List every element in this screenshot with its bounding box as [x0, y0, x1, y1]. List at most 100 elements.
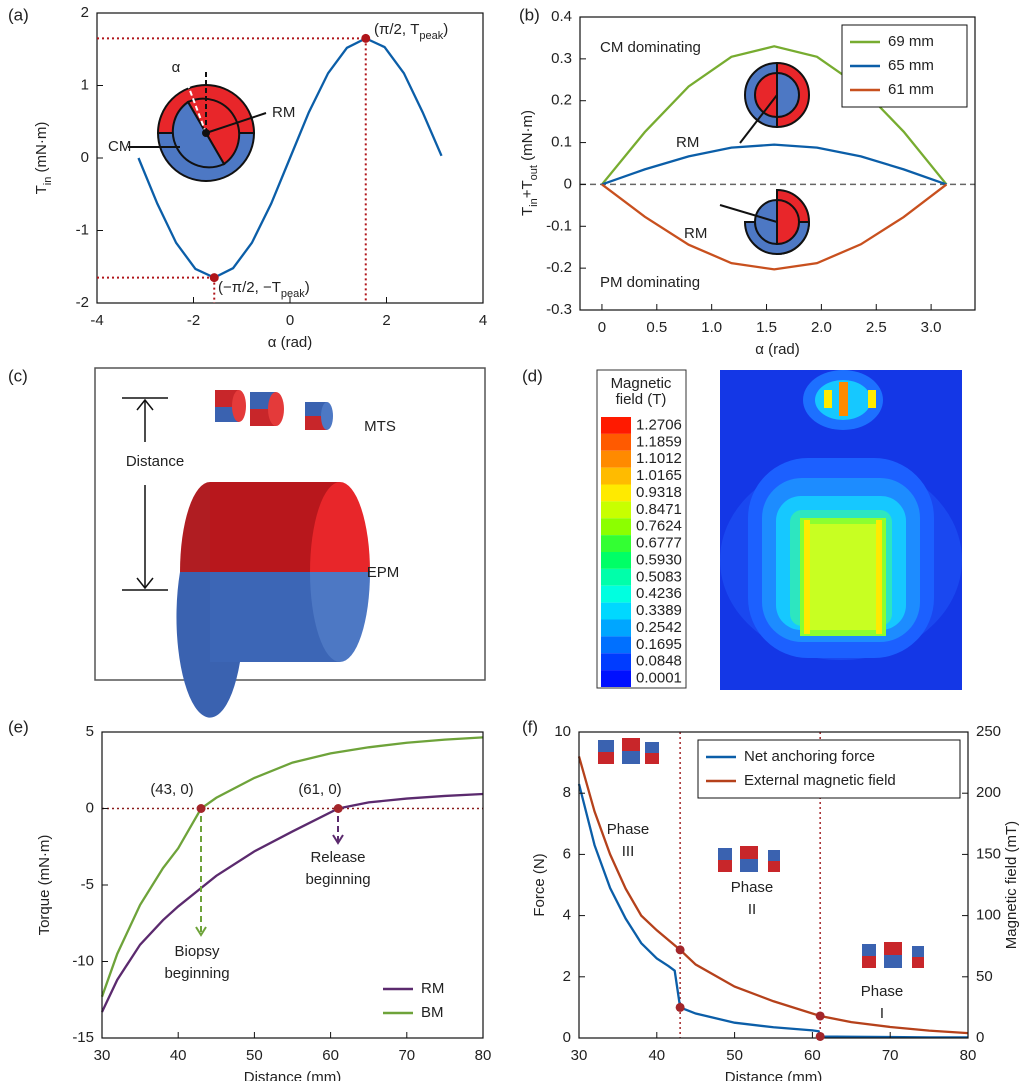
x-tick-label: 70: [882, 1047, 899, 1064]
y-axis-label-part: out: [528, 165, 540, 180]
x-tick-label: 2.0: [811, 319, 832, 336]
colorbar-label: 1.2706: [636, 416, 682, 433]
y-axis-label: Tin+Tout (mN·m): [519, 110, 540, 216]
y-tick-label: -5: [81, 876, 94, 893]
colorbar-label: 0.3389: [636, 602, 682, 619]
y-tick-label: 0: [563, 1029, 571, 1046]
marker-label: (π/2, Tpeak): [374, 21, 448, 42]
panel-label: (b): [519, 5, 540, 24]
page: body { margin: 0; background: #fff; font…: [0, 0, 1033, 1081]
y-tick-label: -2: [76, 294, 89, 311]
colorbar-label: 0.2542: [636, 619, 682, 636]
colorbar-swatch: [601, 620, 631, 637]
panel-label: (a): [8, 5, 29, 24]
y-axis-label: Torque (mN·m): [36, 835, 53, 936]
inset-diagram: [720, 63, 809, 254]
marker: [816, 1011, 825, 1020]
marker: [676, 1003, 685, 1012]
colorbar-swatch: [601, 603, 631, 620]
colorbar-swatch: [601, 451, 631, 468]
annotation: RM: [684, 225, 707, 242]
annotation: PM dominating: [600, 274, 700, 291]
y-axis-label-part: in: [42, 177, 54, 186]
legend-label: 65 mm: [888, 57, 934, 74]
distance-label: Distance: [126, 453, 184, 470]
legend-label: BM: [421, 1004, 444, 1021]
y-tick-label: 0.4: [551, 8, 572, 25]
x-tick-label: 60: [804, 1047, 821, 1064]
y-tick-label: 0.2: [551, 92, 572, 109]
marker: [334, 804, 343, 813]
marker-label: (43, 0): [150, 781, 193, 798]
line-series: [102, 737, 483, 996]
annotation: RM: [676, 134, 699, 151]
x-tick-label: 50: [726, 1047, 743, 1064]
legend-label: External magnetic field: [744, 772, 896, 789]
field-map: [720, 370, 962, 690]
colorbar-label: 1.0165: [636, 467, 682, 484]
y-tick-label: -0.3: [546, 301, 572, 318]
x-tick-label: 0: [286, 312, 294, 329]
colorbar-label: 0.7624: [636, 518, 682, 535]
y-tick-label: -10: [72, 952, 94, 969]
y-tick-label: 2: [81, 4, 89, 21]
y-tick-label: 8: [563, 784, 571, 801]
x-axis-label: Distance (mm): [725, 1069, 823, 1081]
x-tick-label: 0: [598, 319, 606, 336]
marker-label-part: peak: [281, 288, 305, 300]
x-axis-label: Distance (mm): [244, 1069, 342, 1081]
colorbar-label: 0.5083: [636, 568, 682, 585]
colorbar-label: 0.6777: [636, 535, 682, 552]
y2-tick-label: 0: [976, 1029, 984, 1046]
y2-tick-label: 150: [976, 845, 1001, 862]
y2-axis-label: Magnetic field (mT): [1003, 821, 1020, 949]
colorbar-swatch: [601, 653, 631, 670]
y-tick-label: -1: [76, 221, 89, 238]
y-tick-label: 0: [564, 175, 572, 192]
y-tick-label: -0.2: [546, 259, 572, 276]
y-axis-label-part: T: [519, 207, 536, 216]
y-tick-label: 10: [554, 723, 571, 740]
y-axis-label: Tin (mN·m): [33, 122, 54, 195]
y-tick-label: 0.1: [551, 134, 572, 151]
marker-label-part: (π/2, T: [374, 21, 419, 38]
colorbar-swatch: [601, 670, 631, 687]
colorbar-swatch: [601, 485, 631, 502]
y2-tick-label: 250: [976, 723, 1001, 740]
annotation: Phase: [731, 879, 774, 896]
y-axis-label-part: +T: [519, 180, 536, 198]
marker-label-part: ): [443, 21, 448, 38]
mts-label: MTS: [364, 418, 396, 435]
x-tick-label: -4: [90, 312, 103, 329]
colorbar-label: 0.9318: [636, 484, 682, 501]
y-tick-label: 4: [563, 907, 571, 924]
y-tick-label: 0.3: [551, 50, 572, 67]
y-tick-label: 6: [563, 845, 571, 862]
annotation: beginning: [305, 871, 370, 888]
marker-label-part: ): [305, 279, 310, 296]
marker-label-part: (−π/2, −T: [218, 279, 281, 296]
annotation: Phase: [607, 821, 650, 838]
annotation: RM: [272, 104, 295, 121]
annotation: α: [172, 59, 181, 76]
marker-label: (−π/2, −Tpeak): [218, 279, 310, 300]
x-tick-label: 60: [322, 1047, 339, 1064]
x-tick-label: 30: [94, 1047, 111, 1064]
panel-label: (d): [522, 366, 543, 385]
colorbar-label: 0.0001: [636, 670, 682, 687]
marker: [816, 1032, 825, 1041]
panel-label: (c): [8, 366, 28, 385]
y-axis-label-part: (mN·m): [33, 122, 50, 177]
colorbar-swatch: [601, 552, 631, 569]
annotation: Release: [310, 849, 365, 866]
annotation: III: [622, 843, 635, 860]
annotation: CM: [108, 138, 131, 155]
marker: [197, 804, 206, 813]
colorbar-swatch: [601, 518, 631, 535]
y2-tick-label: 50: [976, 968, 993, 985]
colorbar-label: 0.5930: [636, 551, 682, 568]
colorbar-swatch: [601, 501, 631, 518]
y-tick-label: 2: [563, 968, 571, 985]
annotation: Biopsy: [174, 943, 220, 960]
marker: [361, 34, 370, 43]
